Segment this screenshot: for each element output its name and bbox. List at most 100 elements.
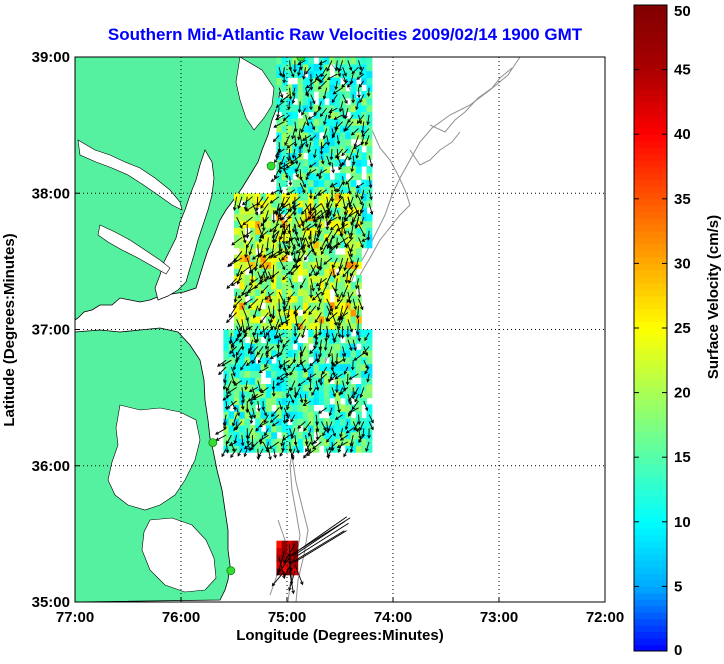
velocity-cell xyxy=(367,357,373,364)
velocity-cell xyxy=(335,309,341,316)
velocity-cell xyxy=(298,316,304,323)
velocity-cell xyxy=(271,364,277,371)
colorbar-segment xyxy=(634,535,667,542)
velocity-cell xyxy=(298,84,304,91)
velocity-cell xyxy=(351,118,357,125)
velocity-cell xyxy=(255,289,261,296)
colorbar-segment xyxy=(634,470,667,477)
velocity-cell xyxy=(250,221,256,228)
velocity-cell xyxy=(335,282,341,289)
velocity-cell xyxy=(239,357,245,364)
velocity-cell xyxy=(335,425,341,432)
colorbar-segment xyxy=(634,5,667,12)
velocity-cell xyxy=(239,370,245,377)
colorbar-segment xyxy=(634,593,667,600)
velocity-cell xyxy=(314,364,320,371)
velocity-cell xyxy=(239,309,245,316)
colorbar-segment xyxy=(634,586,667,593)
colorbar-segment xyxy=(634,541,667,548)
velocity-cell xyxy=(308,180,314,187)
colorbar-segment xyxy=(634,283,667,290)
velocity-cell xyxy=(266,364,272,371)
velocity-cell xyxy=(298,377,304,384)
colorbar-segment xyxy=(634,509,667,516)
colorbar-segment xyxy=(634,186,667,193)
velocity-cell xyxy=(319,364,325,371)
colorbar-segment xyxy=(634,347,667,354)
velocity-cell xyxy=(250,377,256,384)
velocity-cell xyxy=(276,57,282,64)
velocity-cell xyxy=(367,221,373,228)
velocity-cell xyxy=(351,316,357,323)
colorbar-segment xyxy=(634,367,667,374)
velocity-cell xyxy=(361,159,367,166)
colorbar-segment xyxy=(634,44,667,51)
velocity-cell xyxy=(255,214,261,221)
velocity-cell xyxy=(245,418,251,425)
colorbar-segment xyxy=(634,141,667,148)
velocity-cell xyxy=(255,364,261,371)
velocity-cell xyxy=(324,370,330,377)
colorbar-segment xyxy=(634,134,667,141)
colorbar-segment xyxy=(634,457,667,464)
velocity-cell xyxy=(298,439,304,446)
velocity-cell xyxy=(345,139,351,146)
velocity-cell xyxy=(329,255,335,262)
velocity-cell xyxy=(298,193,304,200)
velocity-cell xyxy=(335,173,341,180)
colorbar-segment xyxy=(634,18,667,25)
velocity-cell xyxy=(298,118,304,125)
velocity-cell xyxy=(287,118,293,125)
velocity-cell xyxy=(282,125,288,132)
colorbar-segment xyxy=(634,160,667,167)
velocity-cell xyxy=(345,91,351,98)
velocity-cell xyxy=(308,323,314,330)
velocity-cell xyxy=(367,146,373,153)
velocity-cell xyxy=(314,391,320,398)
colorbar-segment xyxy=(634,218,667,225)
colorbar-segment xyxy=(634,244,667,251)
velocity-cell xyxy=(266,432,272,439)
velocity-cell xyxy=(367,214,373,221)
velocity-cell xyxy=(287,125,293,132)
velocity-cell xyxy=(324,391,330,398)
velocity-cell xyxy=(335,343,341,350)
colorbar-segment xyxy=(634,257,667,264)
colorbar-segment xyxy=(634,296,667,303)
velocity-cell xyxy=(292,370,298,377)
velocity-cell xyxy=(250,364,256,371)
velocity-cell xyxy=(239,425,245,432)
velocity-cell xyxy=(356,404,362,411)
velocity-cell xyxy=(308,398,314,405)
colorbar-segment xyxy=(634,496,667,503)
velocity-cell xyxy=(356,364,362,371)
velocity-cell xyxy=(356,125,362,132)
x-axis-label: Longitude (Degrees:Minutes) xyxy=(236,627,444,644)
velocity-cell xyxy=(276,125,282,132)
velocity-cell xyxy=(234,227,240,234)
velocity-cell xyxy=(340,132,346,139)
colorbar-segment xyxy=(634,83,667,90)
velocity-cell xyxy=(319,384,325,391)
velocity-cell xyxy=(340,411,346,418)
velocity-cell xyxy=(367,98,373,105)
velocity-cell xyxy=(239,418,245,425)
velocity-cell xyxy=(308,411,314,418)
colorbar-segment xyxy=(634,315,667,322)
velocity-cell xyxy=(239,255,245,262)
velocity-cell xyxy=(271,289,277,296)
velocity-cell xyxy=(340,282,346,289)
velocity-cell xyxy=(276,425,282,432)
velocity-cell xyxy=(340,364,346,371)
velocity-cell xyxy=(356,350,362,357)
y-tick-label: 36:00 xyxy=(32,458,70,475)
velocity-cell xyxy=(303,411,309,418)
velocity-cell xyxy=(361,330,367,337)
velocity-cell xyxy=(367,241,373,248)
colorbar-segment xyxy=(634,548,667,555)
colorbar-tick-label: 25 xyxy=(674,320,691,337)
colorbar-tick-label: 0 xyxy=(674,642,682,659)
colorbar-segment xyxy=(634,373,667,380)
velocity-cell xyxy=(303,357,309,364)
